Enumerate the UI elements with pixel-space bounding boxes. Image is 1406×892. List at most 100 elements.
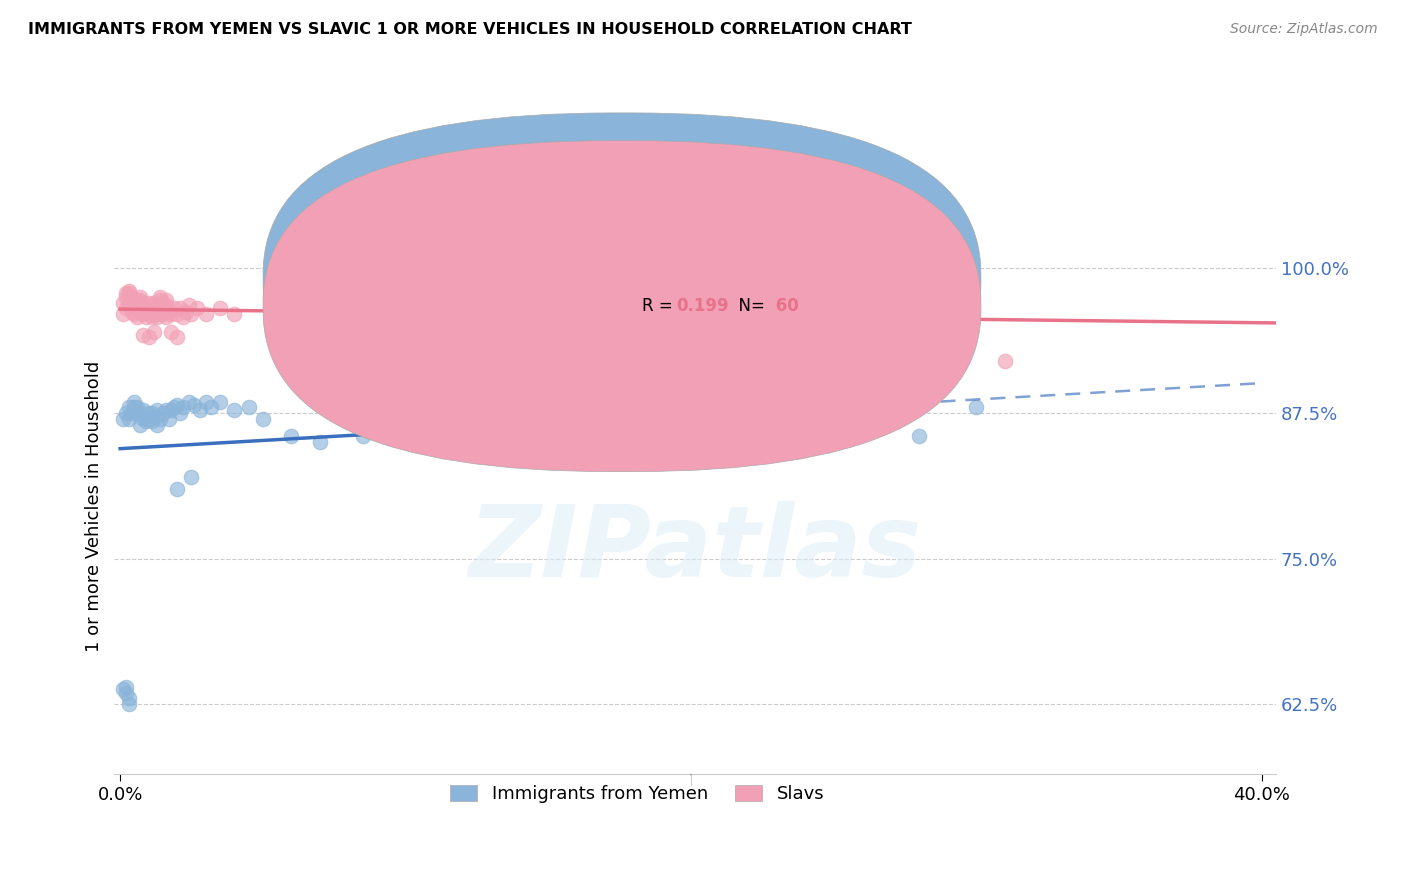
Legend: Immigrants from Yemen, Slavs: Immigrants from Yemen, Slavs [443,778,831,811]
Point [143,295,166,310]
Point [160,402,183,417]
Point [537,383,560,397]
Point [166,398,188,412]
Point [163,401,186,415]
Point [141,414,163,428]
Text: N=: N= [728,269,770,287]
Point [114,301,136,316]
Point [160,325,183,339]
Point [141,310,163,324]
Point [129,290,152,304]
Point [163,301,186,316]
Point [280,429,302,443]
Point [152,406,174,420]
Point [166,307,188,321]
Point [309,435,332,450]
Point [908,272,931,286]
Point [129,293,152,308]
Point [114,406,136,420]
Point [132,307,155,321]
Point [143,409,166,424]
Point [152,307,174,321]
Point [180,307,202,321]
Point [127,406,149,420]
Point [160,307,183,321]
Point [121,305,143,319]
Point [118,412,141,426]
Point [138,406,160,420]
Point [177,394,200,409]
Point [121,406,143,420]
Point [200,401,222,415]
Point [121,290,143,304]
Y-axis label: 1 or more Vehicles in Household: 1 or more Vehicles in Household [86,360,103,652]
Point [118,401,141,415]
Point [132,328,155,343]
Point [994,353,1017,368]
Point [394,406,416,420]
Point [111,682,134,697]
Point [238,401,260,415]
Text: N=: N= [728,297,770,315]
Point [537,272,560,286]
Point [155,310,177,324]
Point [129,305,152,319]
Point [152,295,174,310]
Point [224,402,246,417]
Text: R =: R = [641,297,678,315]
Point [166,330,188,344]
Point [794,435,817,450]
Point [352,429,374,443]
Point [208,394,231,409]
Point [143,325,166,339]
Point [149,412,172,426]
Point [172,310,194,324]
Point [157,305,180,319]
Point [114,680,136,694]
Point [132,412,155,426]
Point [127,298,149,312]
Point [138,295,160,310]
Point [166,482,188,496]
Point [172,401,194,415]
Point [157,412,180,426]
Point [118,284,141,298]
Point [908,429,931,443]
Text: R =: R = [641,269,678,287]
FancyBboxPatch shape [263,141,981,472]
Point [194,394,217,409]
Text: ZIPatlas: ZIPatlas [468,500,922,598]
Point [252,412,274,426]
Point [141,406,163,420]
Point [114,685,136,699]
Point [679,429,702,443]
Point [149,293,172,308]
Point [155,298,177,312]
Point [155,402,177,417]
Point [111,307,134,321]
Text: Source: ZipAtlas.com: Source: ZipAtlas.com [1230,22,1378,37]
Point [188,402,211,417]
Point [174,305,197,319]
Point [146,402,169,417]
Point [280,342,302,356]
Point [118,698,141,712]
Text: IMMIGRANTS FROM YEMEN VS SLAVIC 1 OR MORE VEHICLES IN HOUSEHOLD CORRELATION CHAR: IMMIGRANTS FROM YEMEN VS SLAVIC 1 OR MOR… [28,22,912,37]
Point [135,298,157,312]
Point [208,301,231,316]
Point [118,691,141,706]
Point [118,286,141,301]
Point [135,298,157,312]
Point [114,286,136,301]
Point [111,295,134,310]
Text: 0.199: 0.199 [676,297,730,315]
Point [194,307,217,321]
Point [169,301,191,316]
Point [177,298,200,312]
Point [138,307,160,321]
Point [180,470,202,484]
Point [124,394,146,409]
Point [129,417,152,432]
Point [138,412,160,426]
Point [135,310,157,324]
